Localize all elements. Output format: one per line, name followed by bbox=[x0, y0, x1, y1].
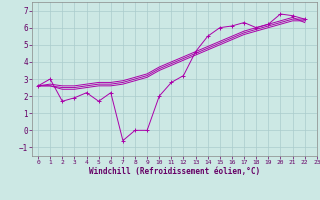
X-axis label: Windchill (Refroidissement éolien,°C): Windchill (Refroidissement éolien,°C) bbox=[89, 167, 260, 176]
